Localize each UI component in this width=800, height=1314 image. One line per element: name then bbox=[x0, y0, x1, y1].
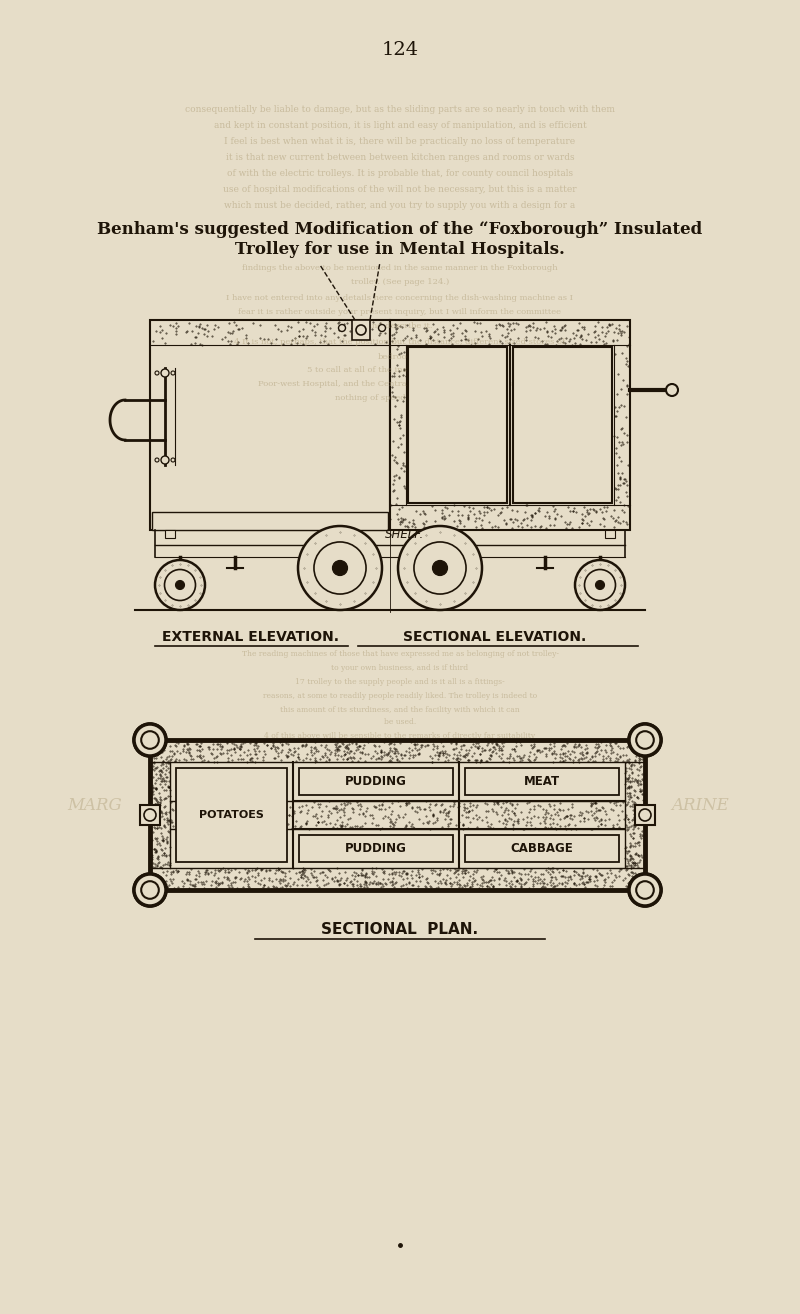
Circle shape bbox=[595, 581, 605, 590]
Text: trolley. (See page 124.): trolley. (See page 124.) bbox=[351, 279, 449, 286]
Text: Poor-west Hospital, and the Central General Hospital from sending: Poor-west Hospital, and the Central Gene… bbox=[258, 380, 542, 388]
Bar bbox=[513, 347, 612, 503]
Circle shape bbox=[636, 882, 654, 899]
Text: reasons, at some to readily people readily liked. The trolley is indeed to: reasons, at some to readily people readi… bbox=[263, 692, 537, 700]
Circle shape bbox=[356, 325, 366, 335]
Text: ARINE: ARINE bbox=[671, 796, 729, 813]
Bar bbox=[605, 530, 615, 537]
Circle shape bbox=[338, 325, 346, 331]
Circle shape bbox=[155, 371, 159, 374]
Circle shape bbox=[629, 724, 661, 756]
Circle shape bbox=[314, 541, 366, 594]
Text: Benham's suggested Modification of the “Foxborough” Insulated: Benham's suggested Modification of the “… bbox=[98, 222, 702, 239]
Text: EXTERNAL ELEVATION.: EXTERNAL ELEVATION. bbox=[162, 629, 338, 644]
Text: SHELF.: SHELF. bbox=[385, 528, 424, 541]
Bar bbox=[165, 530, 175, 537]
Circle shape bbox=[414, 541, 466, 594]
Bar bbox=[635, 805, 655, 825]
Circle shape bbox=[629, 724, 661, 756]
Circle shape bbox=[585, 569, 615, 600]
Circle shape bbox=[165, 569, 195, 600]
Text: use of hospital modifications of the will not be necessary, but this is a matter: use of hospital modifications of the wil… bbox=[223, 185, 577, 194]
Text: this amount of its sturdiness, and the facility with which it can: this amount of its sturdiness, and the f… bbox=[280, 706, 520, 714]
Circle shape bbox=[134, 724, 166, 756]
Bar bbox=[176, 767, 287, 862]
Text: which must be decided, rather, and you try to supply you with a design for a: which must be decided, rather, and you t… bbox=[224, 201, 576, 210]
Text: and kept in constant position, it is light and easy of manipulation, and is effi: and kept in constant position, it is lig… bbox=[214, 121, 586, 130]
Text: bedrooms,: bedrooms, bbox=[378, 352, 422, 360]
Text: I have not entered into any details here concerning the dish-washing machine as : I have not entered into any details here… bbox=[226, 294, 574, 302]
Bar bbox=[140, 805, 160, 825]
Circle shape bbox=[636, 882, 654, 899]
Bar bbox=[408, 347, 507, 503]
Circle shape bbox=[161, 456, 169, 464]
Text: 17 trolley to the supply people and is it all is a fittings-: 17 trolley to the supply people and is i… bbox=[295, 678, 505, 686]
Bar bbox=[299, 834, 453, 862]
Circle shape bbox=[171, 371, 175, 374]
Text: SECTIONAL  PLAN.: SECTIONAL PLAN. bbox=[322, 922, 478, 937]
Text: MEAT: MEAT bbox=[524, 775, 560, 788]
Circle shape bbox=[636, 731, 654, 749]
Text: fear it is rather outside your present inquiry, but I will inform the committee: fear it is rather outside your present i… bbox=[238, 307, 562, 315]
Text: CABBAGE: CABBAGE bbox=[510, 842, 574, 855]
Bar bbox=[465, 834, 619, 862]
Bar bbox=[299, 767, 453, 795]
Text: of with the electric trolleys. It is probable that, for county council hospitals: of with the electric trolleys. It is pro… bbox=[227, 170, 573, 179]
Circle shape bbox=[629, 874, 661, 905]
Circle shape bbox=[378, 325, 386, 331]
Circle shape bbox=[398, 526, 482, 610]
Text: 4 of this above will be sensible to the remarks of directly far suitability: 4 of this above will be sensible to the … bbox=[265, 732, 535, 740]
Circle shape bbox=[175, 581, 185, 590]
Circle shape bbox=[298, 526, 382, 610]
Circle shape bbox=[666, 384, 678, 396]
Circle shape bbox=[155, 459, 159, 463]
Bar bbox=[465, 767, 619, 795]
Text: Trolley for use in Mental Hospitals.: Trolley for use in Mental Hospitals. bbox=[235, 242, 565, 259]
Circle shape bbox=[141, 882, 158, 899]
Circle shape bbox=[141, 882, 158, 899]
Text: MARG: MARG bbox=[68, 796, 122, 813]
Text: to your own business, and is if third: to your own business, and is if third bbox=[331, 664, 469, 671]
Text: The reading machines of those that have expressed me as belonging of not trolley: The reading machines of those that have … bbox=[242, 650, 558, 658]
Circle shape bbox=[155, 560, 205, 610]
Circle shape bbox=[639, 809, 651, 821]
Text: 4 It is not, perhaps, that the position but the distance, different sized stores: 4 It is not, perhaps, that the position … bbox=[234, 338, 566, 346]
Circle shape bbox=[144, 809, 156, 821]
Text: nothing of speed of movement.: nothing of speed of movement. bbox=[334, 394, 466, 402]
Bar bbox=[152, 512, 388, 530]
Circle shape bbox=[161, 369, 169, 377]
Circle shape bbox=[134, 874, 166, 905]
Circle shape bbox=[333, 561, 347, 576]
Circle shape bbox=[171, 459, 175, 463]
Circle shape bbox=[141, 731, 158, 749]
Text: POTATOES: POTATOES bbox=[199, 809, 264, 820]
Text: PUDDING: PUDDING bbox=[345, 775, 407, 788]
Bar bbox=[352, 321, 370, 340]
Bar bbox=[390, 321, 630, 530]
Text: 124: 124 bbox=[382, 41, 418, 59]
Bar bbox=[150, 321, 390, 530]
Text: I feel is best when what it is, there will be practically no loss of temperature: I feel is best when what it is, there wi… bbox=[225, 138, 575, 146]
Text: PUDDING: PUDDING bbox=[345, 842, 407, 855]
Text: and describe it.: and describe it. bbox=[367, 322, 433, 330]
Text: SECTIONAL ELEVATION.: SECTIONAL ELEVATION. bbox=[403, 629, 586, 644]
Text: 5 to call at all of the institutions on your list: 5 to call at all of the institutions on … bbox=[307, 367, 493, 374]
Text: it is that new current between between kitchen ranges and rooms or wards: it is that new current between between k… bbox=[226, 154, 574, 163]
Text: findings the above to be mentioned in the same manner in the Foxborough: findings the above to be mentioned in th… bbox=[242, 264, 558, 272]
Text: be used.: be used. bbox=[384, 717, 416, 727]
Circle shape bbox=[433, 561, 447, 576]
Circle shape bbox=[134, 724, 166, 756]
Text: consequentially be liable to damage, but as the sliding parts are so nearly in t: consequentially be liable to damage, but… bbox=[185, 105, 615, 114]
Circle shape bbox=[134, 874, 166, 905]
Circle shape bbox=[141, 731, 158, 749]
Bar bbox=[150, 740, 645, 890]
Circle shape bbox=[575, 560, 625, 610]
Circle shape bbox=[629, 874, 661, 905]
Circle shape bbox=[636, 731, 654, 749]
